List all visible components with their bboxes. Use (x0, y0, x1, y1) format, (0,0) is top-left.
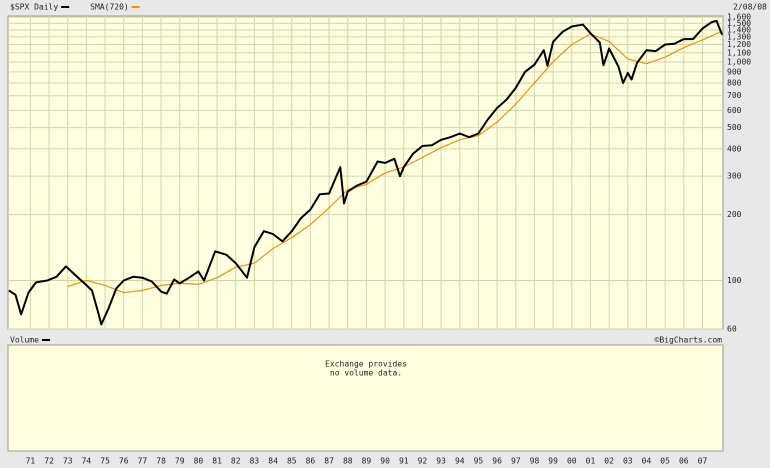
x-tick-label: 74 (82, 457, 92, 466)
volume-note: Exchange provides (325, 360, 407, 369)
date: 2/08/08 (733, 3, 767, 12)
x-tick-label: 87 (324, 457, 334, 466)
y-tick-label: 1,100 (727, 48, 751, 57)
x-tick-label: 84 (268, 457, 278, 466)
x-tick-label: 07 (698, 457, 708, 466)
x-tick-label: 79 (175, 457, 185, 466)
x-tick-label: 82 (231, 457, 241, 466)
y-tick-label: 1,400 (727, 25, 751, 34)
y-tick-label: 100 (727, 276, 742, 285)
x-tick-label: 71 (26, 457, 36, 466)
volume-panel (7, 344, 724, 452)
y-tick-label: 300 (727, 172, 742, 181)
y-tick-label: 1,300 (727, 32, 751, 41)
y-tick-label: 1,500 (727, 19, 751, 28)
x-tick-label: 78 (156, 457, 166, 466)
x-tick-label: 97 (511, 457, 521, 466)
x-tick-label: 85 (287, 457, 297, 466)
y-tick-label: 1,600 (727, 13, 751, 22)
x-tick-label: 99 (548, 457, 558, 466)
x-tick-label: 98 (530, 457, 540, 466)
x-tick-label: 96 (492, 457, 502, 466)
legend-label: SMA(720) (90, 3, 129, 12)
price-panel (7, 15, 724, 330)
y-tick-label: 700 (727, 91, 742, 100)
x-tick-label: 75 (100, 457, 110, 466)
x-tick-label: 83 (250, 457, 260, 466)
y-tick-label: 1,000 (727, 57, 751, 66)
x-tick-label: 81 (212, 457, 222, 466)
y-tick-label: 600 (727, 106, 742, 115)
y-tick-label: 500 (727, 123, 742, 132)
volume-label: Volume (10, 336, 39, 345)
x-tick-label: 03 (623, 457, 633, 466)
x-tick-label: 04 (642, 457, 652, 466)
x-tick-label: 80 (194, 457, 204, 466)
x-tick-label: 72 (44, 457, 54, 466)
x-tick-label: 76 (119, 457, 129, 466)
series-line (8, 19, 724, 326)
y-tick-label: 60 (727, 325, 737, 334)
x-tick-label: 00 (567, 457, 577, 466)
y-tick-label: 400 (727, 144, 742, 153)
x-tick-label: 92 (418, 457, 428, 466)
x-tick-label: 95 (474, 457, 484, 466)
x-tick-label: 93 (436, 457, 446, 466)
volume-header (8, 335, 723, 345)
x-tick-label: 02 (604, 457, 614, 466)
y-tick-label: 200 (727, 210, 742, 219)
copyright: ©BigCharts.com (655, 336, 723, 345)
x-tick-label: 77 (138, 457, 148, 466)
series-line (67, 30, 723, 294)
x-tick-label: 89 (362, 457, 372, 466)
y-tick-label: 900 (727, 67, 742, 76)
x-tick-label: 01 (586, 457, 596, 466)
y-tick-label: 800 (727, 79, 742, 88)
x-tick-label: 73 (63, 457, 73, 466)
x-tick-label: 06 (679, 457, 689, 466)
x-tick-label: 90 (380, 457, 390, 466)
x-tick-label: 91 (399, 457, 409, 466)
x-tick-label: 88 (343, 457, 353, 466)
x-tick-label: 94 (455, 457, 465, 466)
x-tick-label: 05 (660, 457, 670, 466)
legend-label: $SPX Daily (10, 3, 58, 12)
volume-note: no volume data. (330, 369, 402, 378)
y-tick-label: 1,200 (727, 40, 751, 49)
x-tick-label: 86 (306, 457, 316, 466)
